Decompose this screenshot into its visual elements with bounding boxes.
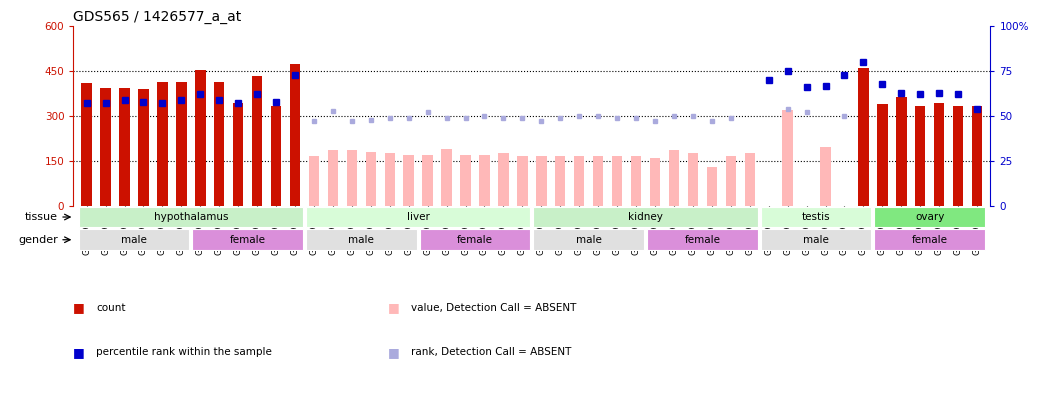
Bar <box>347 150 357 206</box>
Bar <box>744 153 755 206</box>
Bar <box>761 229 872 250</box>
Bar <box>877 104 888 206</box>
Bar <box>176 82 187 206</box>
Text: value, Detection Call = ABSENT: value, Detection Call = ABSENT <box>411 303 576 313</box>
Bar <box>101 87 111 206</box>
Text: ■: ■ <box>388 346 399 359</box>
Bar <box>419 229 530 250</box>
Bar <box>896 96 907 206</box>
Bar <box>574 156 585 206</box>
Bar <box>290 64 300 206</box>
Bar <box>687 153 698 206</box>
Bar <box>533 207 758 228</box>
Text: male: male <box>575 235 602 245</box>
Bar <box>306 229 417 250</box>
Text: ■: ■ <box>73 346 85 359</box>
Text: ■: ■ <box>388 301 399 314</box>
Bar <box>192 229 303 250</box>
Bar <box>934 102 944 206</box>
Bar <box>858 68 869 206</box>
Text: count: count <box>96 303 126 313</box>
Bar <box>650 158 660 206</box>
Bar <box>460 155 471 206</box>
Bar <box>821 147 831 206</box>
Bar <box>761 207 872 228</box>
Text: male: male <box>803 235 829 245</box>
Bar <box>252 76 262 206</box>
Text: gender: gender <box>19 235 59 245</box>
Bar <box>593 156 604 206</box>
Bar <box>555 156 566 206</box>
Text: percentile rank within the sample: percentile rank within the sample <box>96 347 272 357</box>
Bar <box>874 207 985 228</box>
Text: tissue: tissue <box>25 212 59 222</box>
Text: male: male <box>348 235 374 245</box>
Text: hypothalamus: hypothalamus <box>154 212 228 222</box>
Text: GDS565 / 1426577_a_at: GDS565 / 1426577_a_at <box>73 10 242 24</box>
Text: liver: liver <box>407 212 430 222</box>
Text: male: male <box>122 235 147 245</box>
Bar <box>366 152 376 206</box>
Bar <box>537 156 547 206</box>
Bar <box>270 106 281 206</box>
Bar <box>669 150 679 206</box>
Bar <box>157 82 168 206</box>
Text: female: female <box>457 235 493 245</box>
Bar <box>874 229 985 250</box>
Text: testis: testis <box>802 212 830 222</box>
Bar <box>82 83 92 206</box>
Bar <box>915 106 925 206</box>
Bar <box>214 82 224 206</box>
Text: rank, Detection Call = ABSENT: rank, Detection Call = ABSENT <box>411 347 571 357</box>
Text: female: female <box>684 235 720 245</box>
Bar <box>441 149 452 206</box>
Bar <box>498 153 508 206</box>
Bar <box>328 150 339 206</box>
Bar <box>533 229 645 250</box>
Bar <box>783 110 793 206</box>
Bar <box>971 106 982 206</box>
Bar <box>79 229 190 250</box>
Bar <box>479 156 489 206</box>
Bar <box>647 229 758 250</box>
Bar <box>385 153 395 206</box>
Bar <box>306 207 530 228</box>
Bar <box>233 102 243 206</box>
Bar <box>79 207 303 228</box>
Bar <box>725 156 736 206</box>
Bar <box>119 87 130 206</box>
Bar <box>422 155 433 206</box>
Text: ■: ■ <box>73 301 85 314</box>
Text: female: female <box>912 235 947 245</box>
Text: ovary: ovary <box>915 212 944 222</box>
Bar <box>953 106 963 206</box>
Bar <box>138 89 149 206</box>
Bar <box>309 156 320 206</box>
Bar <box>612 156 623 206</box>
Bar <box>403 155 414 206</box>
Text: kidney: kidney <box>628 212 663 222</box>
Bar <box>517 156 527 206</box>
Bar <box>631 156 641 206</box>
Text: female: female <box>230 235 265 245</box>
Bar <box>706 167 717 206</box>
Bar <box>195 70 205 206</box>
